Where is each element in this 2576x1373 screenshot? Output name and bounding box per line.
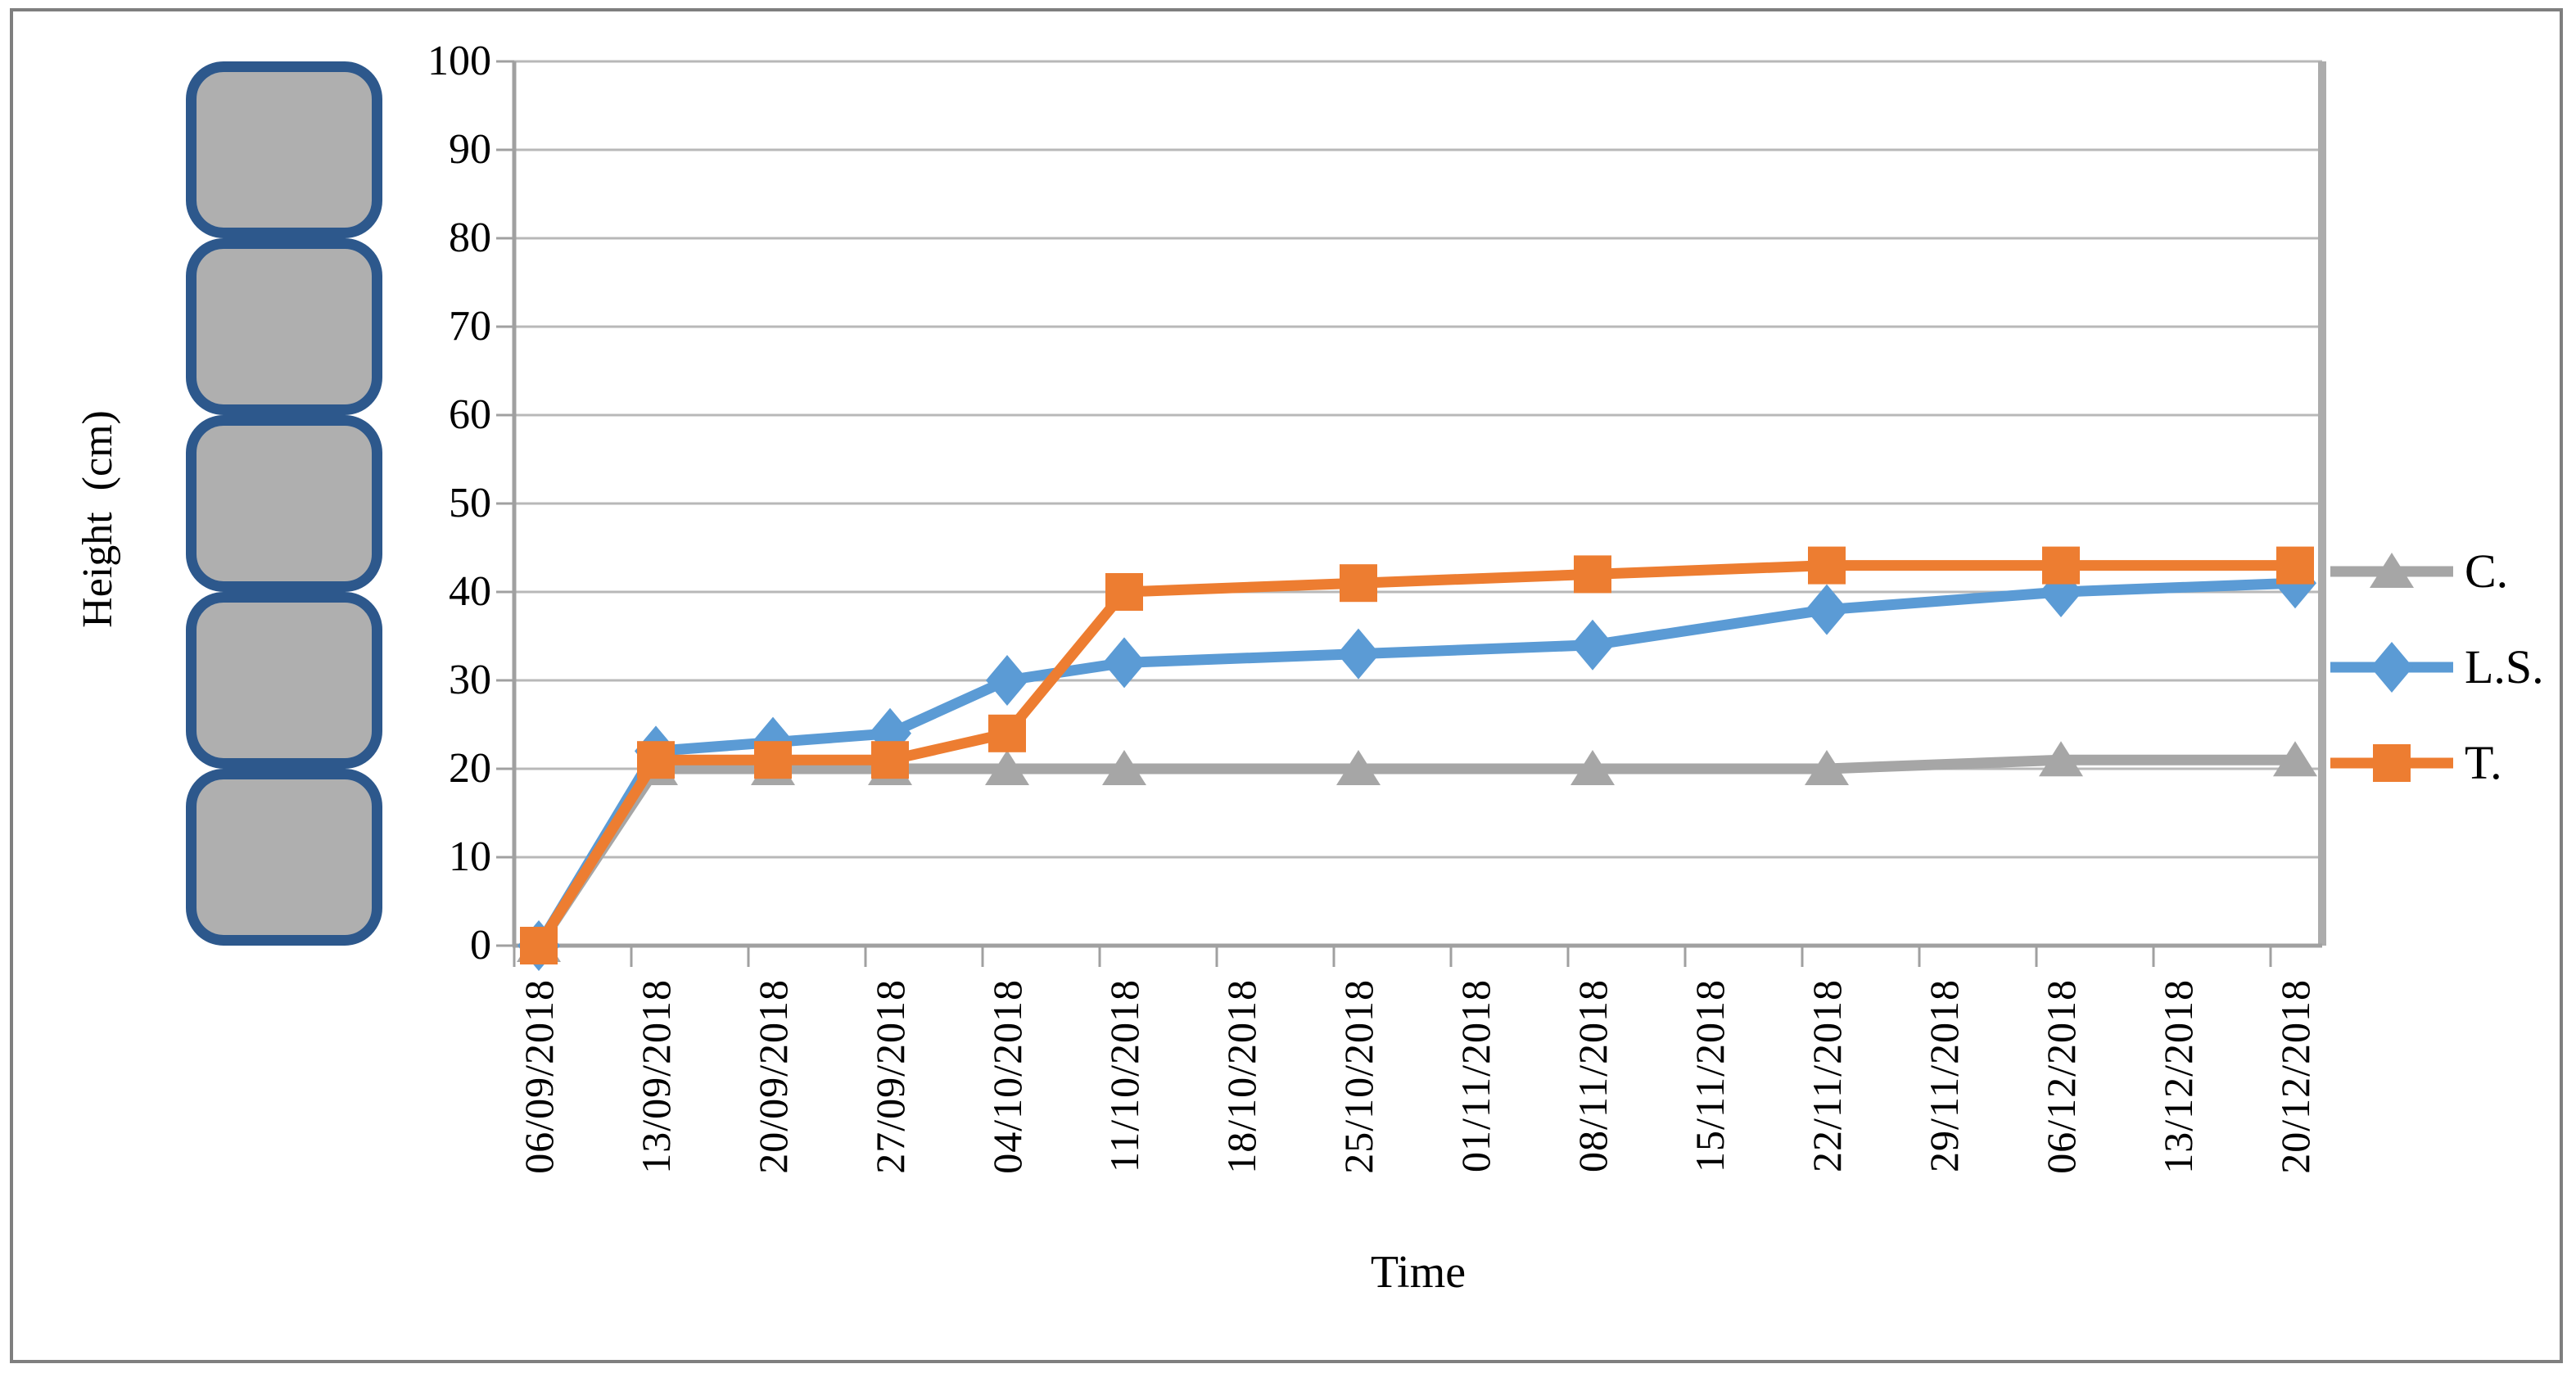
x-tick-label: 06/12/2018: [2038, 979, 2084, 1174]
diamond-marker-icon: [1103, 637, 1146, 689]
x-tick-label: 06/09/2018: [516, 979, 562, 1174]
x-tick-label: 25/10/2018: [1335, 979, 1381, 1174]
y-tick-label: 70: [449, 303, 491, 350]
x-tick-label: 11/10/2018: [1101, 979, 1147, 1172]
square-marker-icon: [1105, 573, 1143, 611]
series-line-t: [533, 560, 2301, 951]
x-tick-label: 22/11/2018: [1804, 979, 1850, 1172]
y-tick-label: 30: [449, 657, 491, 703]
x-tick-label: 20/12/2018: [2272, 979, 2318, 1174]
square-marker-icon: [1808, 546, 1846, 585]
y-tick-label: 100: [427, 38, 491, 84]
x-axis-title: Time: [1370, 1247, 1467, 1298]
square-marker-icon: [754, 741, 792, 779]
legend-square-marker-icon: [2330, 744, 2453, 782]
triangle-marker-icon: [985, 750, 1029, 785]
triangle-marker-icon: [2273, 741, 2317, 777]
height-scale-block: [186, 769, 382, 946]
square-marker-icon: [520, 927, 558, 964]
square-marker-icon: [637, 741, 675, 779]
diamond-marker-icon: [1571, 619, 1614, 671]
x-tick-label: 20/09/2018: [750, 979, 796, 1174]
y-tick-label: 0: [470, 922, 491, 969]
legend-triangle-marker-icon: [2330, 553, 2453, 588]
diamond-marker-icon: [986, 655, 1028, 706]
x-tick-label: 13/09/2018: [633, 979, 679, 1174]
chart-outer-frame: [10, 8, 2563, 1363]
diamond-marker-icon: [1337, 628, 1380, 680]
x-tick-label: 15/11/2018: [1687, 979, 1733, 1172]
diamond-marker-icon: [1805, 584, 1848, 635]
triangle-marker-icon: [1102, 750, 1146, 785]
y-tick-label: 20: [449, 745, 491, 792]
x-tick-label: 27/09/2018: [867, 979, 913, 1174]
y-axis-title: Height (cm): [75, 410, 121, 628]
triangle-marker-icon: [1336, 750, 1381, 785]
triangle-marker-icon: [1805, 750, 1849, 785]
x-tick-label: 08/11/2018: [1570, 979, 1616, 1172]
height-scale-blocks: [186, 61, 382, 946]
y-tick-label: 90: [449, 126, 491, 173]
height-scale-block: [186, 415, 382, 592]
legend-item-c: C.: [2330, 541, 2508, 602]
triangle-marker-icon: [2039, 741, 2083, 777]
square-marker-icon: [871, 741, 909, 779]
legend-label-ls: L.S.: [2465, 640, 2544, 693]
height-scale-block: [186, 592, 382, 769]
legend-diamond-marker-icon: [2330, 642, 2453, 693]
y-tick-label: 80: [449, 215, 491, 261]
y-tick-label: 60: [449, 391, 491, 438]
x-tick-label: 29/11/2018: [1921, 979, 1967, 1172]
square-marker-icon: [2042, 546, 2080, 585]
x-tick-label: 13/12/2018: [2155, 979, 2201, 1174]
height-scale-block: [186, 238, 382, 415]
legend-item-t: T.: [2330, 733, 2502, 793]
y-tick-label: 10: [449, 833, 491, 880]
y-tick-label: 50: [449, 480, 491, 526]
square-marker-icon: [2276, 546, 2314, 585]
legend-item-ls: L.S.: [2330, 637, 2544, 698]
square-marker-icon: [988, 714, 1026, 752]
x-tick-label: 04/10/2018: [984, 979, 1030, 1174]
series-line-c: [533, 754, 2301, 951]
height-scale-block: [186, 61, 382, 238]
square-marker-icon: [1340, 564, 1377, 603]
y-tick-label: 40: [449, 568, 491, 615]
x-tick-label: 18/10/2018: [1218, 979, 1264, 1174]
square-marker-icon: [1574, 555, 1611, 594]
legend-label-t: T.: [2465, 736, 2502, 789]
legend-label-c: C.: [2465, 544, 2509, 598]
triangle-marker-icon: [1570, 750, 1615, 785]
x-tick-label: 01/11/2018: [1453, 979, 1498, 1172]
